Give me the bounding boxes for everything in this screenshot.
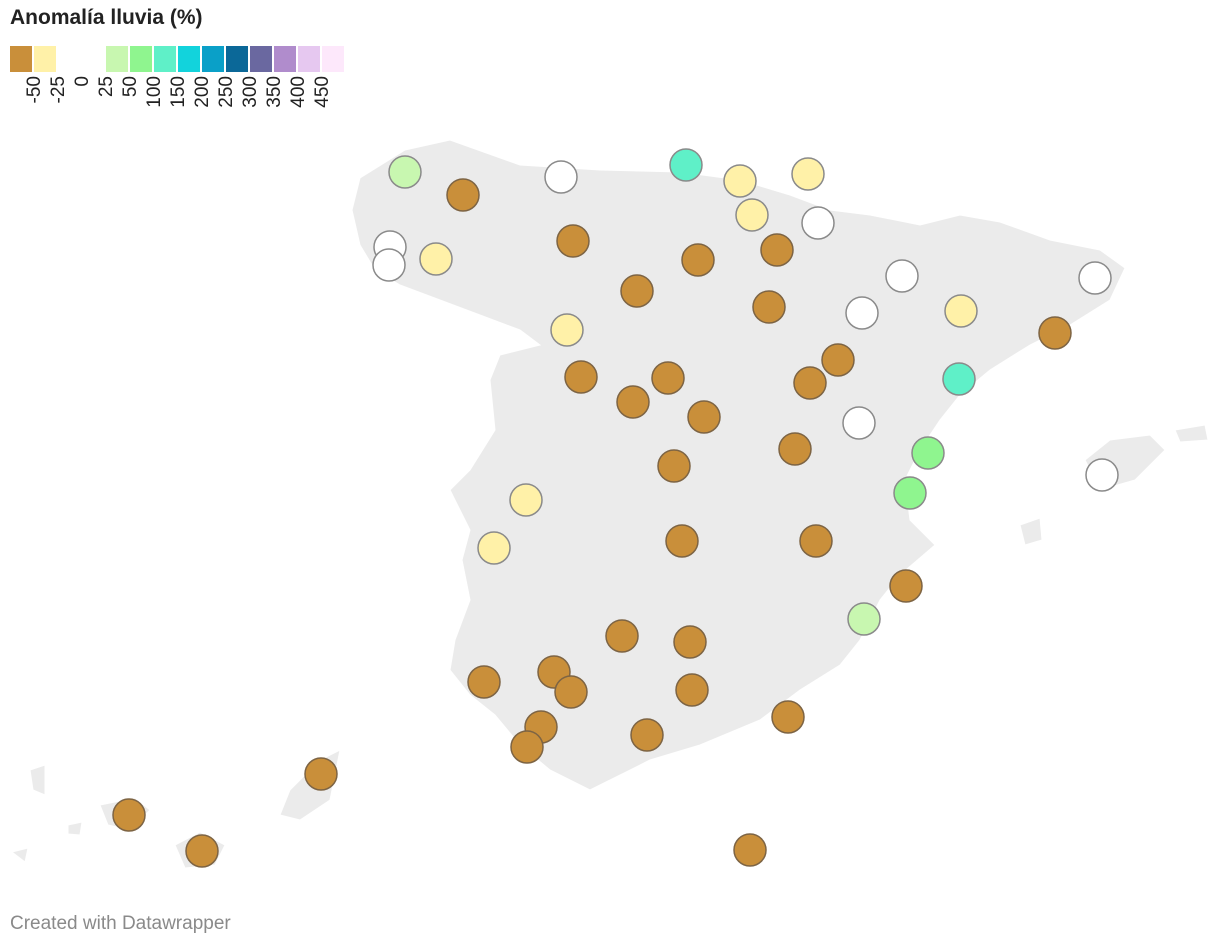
- legend-swatch: [34, 46, 56, 72]
- station: [388, 155, 422, 189]
- station: [509, 483, 543, 517]
- station: [544, 160, 578, 194]
- station: [842, 406, 876, 440]
- station: [477, 531, 511, 565]
- legend-swatch: [322, 46, 344, 72]
- legend-swatch: [226, 46, 248, 72]
- legend-swatch: [250, 46, 272, 72]
- station: [675, 673, 709, 707]
- station: [665, 524, 699, 558]
- station: [791, 157, 825, 191]
- legend-swatch: [58, 46, 80, 72]
- station: [911, 436, 945, 470]
- station: [1038, 316, 1072, 350]
- station: [845, 296, 879, 330]
- legend-label: 50: [120, 76, 141, 97]
- station: [605, 619, 639, 653]
- station: [885, 259, 919, 293]
- station: [821, 343, 855, 377]
- legend-label: 200: [192, 76, 213, 108]
- station: [669, 148, 703, 182]
- legend-label: 0: [72, 76, 93, 87]
- legend-label: 150: [168, 76, 189, 108]
- station: [112, 798, 146, 832]
- station: [889, 569, 923, 603]
- station: [1085, 458, 1119, 492]
- station: [760, 233, 794, 267]
- station: [616, 385, 650, 419]
- legend-swatch: [274, 46, 296, 72]
- station: [185, 834, 219, 868]
- legend-label: 350: [264, 76, 285, 108]
- legend-swatch: [82, 46, 104, 72]
- legend-swatch: [298, 46, 320, 72]
- legend-swatch: [106, 46, 128, 72]
- legend-label: 250: [216, 76, 237, 108]
- canary-small: [10, 764, 83, 863]
- station: [1078, 261, 1112, 295]
- balearic-ibiza: [1019, 517, 1043, 546]
- legend-label: -25: [48, 76, 69, 103]
- station: [847, 602, 881, 636]
- title: Anomalía lluvia (%): [10, 6, 203, 29]
- station: [554, 675, 588, 709]
- station: [467, 665, 501, 699]
- station: [446, 178, 480, 212]
- station: [793, 366, 827, 400]
- legend-label: 450: [312, 76, 333, 108]
- station: [801, 206, 835, 240]
- station: [799, 524, 833, 558]
- station: [733, 833, 767, 867]
- station: [510, 730, 544, 764]
- legend-label: 400: [288, 76, 309, 108]
- legend-swatch: [178, 46, 200, 72]
- legend-label: 300: [240, 76, 261, 108]
- station: [304, 757, 338, 791]
- legend-swatch: [130, 46, 152, 72]
- station: [778, 432, 812, 466]
- stations: [112, 148, 1119, 868]
- legend-label: 100: [144, 76, 165, 108]
- station: [771, 700, 805, 734]
- legend-swatch: [154, 46, 176, 72]
- legend-swatch: [10, 46, 32, 72]
- basemap: [10, 139, 1209, 869]
- station: [752, 290, 786, 324]
- station: [651, 361, 685, 395]
- legend: -50 -25 0 25 50 100 150 200 250 300 350 400 450: [10, 46, 344, 108]
- station: [735, 198, 769, 232]
- station: [630, 718, 664, 752]
- station: [893, 476, 927, 510]
- station: [723, 164, 757, 198]
- station: [550, 313, 584, 347]
- station: [944, 294, 978, 328]
- balearic-menorca: [1174, 424, 1209, 443]
- mainland: [351, 139, 1126, 791]
- station: [657, 449, 691, 483]
- station: [564, 360, 598, 394]
- legend-label: -50: [24, 76, 45, 103]
- station: [942, 362, 976, 396]
- footer: Created with Datawrapper: [10, 913, 231, 934]
- station: [556, 224, 590, 258]
- station: [687, 400, 721, 434]
- station: [419, 242, 453, 276]
- legend-swatch: [202, 46, 224, 72]
- station: [673, 625, 707, 659]
- station: [620, 274, 654, 308]
- station: [681, 243, 715, 277]
- legend-label: 25: [96, 76, 117, 97]
- station: [372, 248, 406, 282]
